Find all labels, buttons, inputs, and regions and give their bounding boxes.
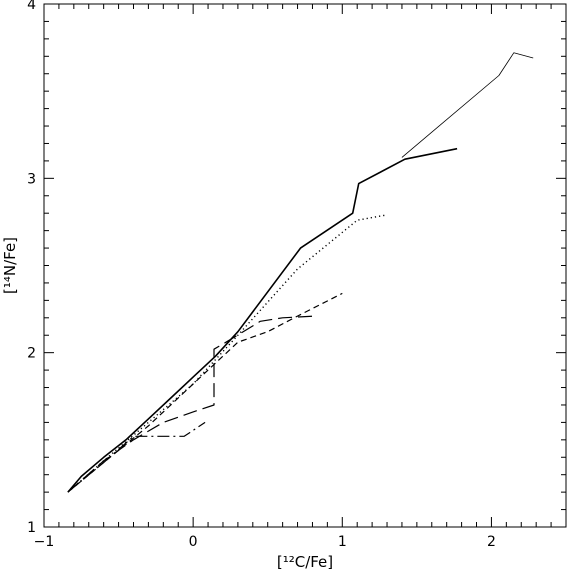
- series-line-solid-thin: [401, 52, 534, 158]
- series-line-dotted: [67, 214, 388, 493]
- y-tick-label: 3: [27, 171, 36, 187]
- plot-frame: [43, 3, 567, 528]
- x-tick-label: 2: [487, 534, 496, 550]
- y-tick-label: 1: [27, 520, 36, 536]
- series-line-short-dash: [67, 292, 343, 493]
- y-tick-label: 4: [27, 0, 36, 13]
- series-line-dash-dot: [67, 421, 206, 493]
- y-tick-label: 2: [27, 346, 36, 362]
- tick-labels: −1 0 1 2 1 2 3 4: [27, 0, 496, 550]
- axis-ticks: [43, 3, 567, 528]
- x-tick-label: 1: [338, 534, 347, 550]
- series-layer: [67, 52, 534, 493]
- x-axis-label: [¹²C/Fe]: [277, 553, 333, 571]
- y-axis-label: [¹⁴N/Fe]: [1, 237, 19, 294]
- x-tick-label: −1: [34, 534, 55, 550]
- series-line-solid-thick: [67, 147, 458, 493]
- series-line-long-dash: [67, 315, 316, 493]
- x-tick-label: 0: [189, 534, 198, 550]
